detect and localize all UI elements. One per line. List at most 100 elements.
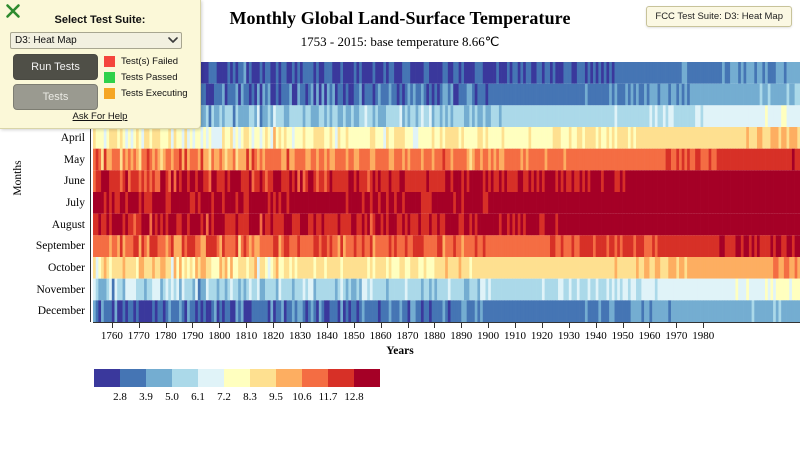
heatmap-cell[interactable] xyxy=(399,300,403,322)
heatmap-cell[interactable] xyxy=(740,300,744,322)
heatmap-cell[interactable] xyxy=(396,148,400,171)
heatmap-cell[interactable] xyxy=(676,148,680,171)
heatmap-cell[interactable] xyxy=(232,300,236,322)
heatmap-cell[interactable] xyxy=(248,192,252,214)
heatmap-cell[interactable] xyxy=(485,83,489,106)
heatmap-cell[interactable] xyxy=(525,105,529,127)
heatmap-cell[interactable] xyxy=(641,83,645,106)
heatmap-cell[interactable] xyxy=(248,83,252,106)
heatmap-cell[interactable] xyxy=(614,62,618,84)
heatmap-cell[interactable] xyxy=(646,170,650,192)
heatmap-cell[interactable] xyxy=(509,62,513,84)
heatmap-cell[interactable] xyxy=(369,105,373,127)
heatmap-cell[interactable] xyxy=(380,148,384,171)
heatmap-cell[interactable] xyxy=(219,83,223,106)
heatmap-cell[interactable] xyxy=(560,257,564,279)
heatmap-cell[interactable] xyxy=(337,62,341,84)
heatmap-cell[interactable] xyxy=(644,278,648,301)
heatmap-cell[interactable] xyxy=(426,300,430,322)
heatmap-cell[interactable] xyxy=(668,105,672,127)
heatmap-cell[interactable] xyxy=(415,105,419,127)
heatmap-cell[interactable] xyxy=(410,83,414,106)
heatmap-cell[interactable] xyxy=(289,213,293,236)
heatmap-cell[interactable] xyxy=(273,62,277,84)
heatmap-cell[interactable] xyxy=(703,192,707,214)
heatmap-cell[interactable] xyxy=(775,235,779,257)
heatmap-cell[interactable] xyxy=(536,300,540,322)
heatmap-cell[interactable] xyxy=(208,257,212,279)
heatmap-cell[interactable] xyxy=(547,300,551,322)
heatmap-cell[interactable] xyxy=(157,127,161,149)
heatmap-cell[interactable] xyxy=(579,278,583,301)
heatmap-cell[interactable] xyxy=(654,192,658,214)
heatmap-cell[interactable] xyxy=(520,127,524,149)
heatmap-cell[interactable] xyxy=(711,300,715,322)
heatmap-cell[interactable] xyxy=(289,192,293,214)
heatmap-cell[interactable] xyxy=(302,105,306,127)
heatmap-cell[interactable] xyxy=(184,170,188,192)
heatmap-cell[interactable] xyxy=(302,278,306,301)
heatmap-cell[interactable] xyxy=(316,192,320,214)
heatmap-cell[interactable] xyxy=(619,213,623,236)
heatmap-cell[interactable] xyxy=(579,127,583,149)
heatmap-cell[interactable] xyxy=(329,62,333,84)
heatmap-cell[interactable] xyxy=(278,62,282,84)
heatmap-cell[interactable] xyxy=(743,105,747,127)
heatmap-cell[interactable] xyxy=(649,83,653,106)
heatmap-cell[interactable] xyxy=(638,192,642,214)
heatmap-cell[interactable] xyxy=(571,148,575,171)
heatmap-cell[interactable] xyxy=(386,148,390,171)
heatmap-cell[interactable] xyxy=(665,105,669,127)
heatmap-cell[interactable] xyxy=(197,170,201,192)
heatmap-cell[interactable] xyxy=(356,300,360,322)
heatmap-cell[interactable] xyxy=(404,192,408,214)
heatmap-cell[interactable] xyxy=(501,105,505,127)
heatmap-cell[interactable] xyxy=(265,62,269,84)
heatmap-cell[interactable] xyxy=(477,213,481,236)
heatmap-cell[interactable] xyxy=(743,300,747,322)
heatmap-cell[interactable] xyxy=(146,192,150,214)
heatmap-cell[interactable] xyxy=(343,170,347,192)
heatmap-cell[interactable] xyxy=(291,213,295,236)
heatmap-cell[interactable] xyxy=(614,300,618,322)
heatmap-cell[interactable] xyxy=(125,148,129,171)
heatmap-cell[interactable] xyxy=(359,213,363,236)
heatmap-cell[interactable] xyxy=(469,235,473,257)
heatmap-cell[interactable] xyxy=(364,192,368,214)
heatmap-cell[interactable] xyxy=(195,257,199,279)
heatmap-cell[interactable] xyxy=(372,278,376,301)
heatmap-cell[interactable] xyxy=(203,148,207,171)
heatmap-cell[interactable] xyxy=(297,192,301,214)
heatmap-cell[interactable] xyxy=(657,148,661,171)
heatmap-cell[interactable] xyxy=(606,300,610,322)
heatmap-cell[interactable] xyxy=(506,213,511,236)
heatmap-cell[interactable] xyxy=(375,127,379,149)
heatmap-cell[interactable] xyxy=(375,278,379,301)
heatmap-cell[interactable] xyxy=(759,62,763,84)
heatmap-cell[interactable] xyxy=(515,278,519,301)
heatmap-cell[interactable] xyxy=(619,127,623,149)
heatmap-cell[interactable] xyxy=(399,148,403,171)
heatmap-cell[interactable] xyxy=(173,257,177,279)
heatmap-cell[interactable] xyxy=(544,62,548,84)
heatmap-cell[interactable] xyxy=(501,235,505,257)
heatmap-cell[interactable] xyxy=(515,213,519,236)
heatmap-cell[interactable] xyxy=(437,278,441,301)
heatmap-cell[interactable] xyxy=(281,213,285,236)
heatmap-cell[interactable] xyxy=(168,235,172,257)
heatmap-cell[interactable] xyxy=(149,170,153,192)
heatmap-cell[interactable] xyxy=(380,127,384,149)
heatmap-cell[interactable] xyxy=(633,257,637,279)
heatmap-cell[interactable] xyxy=(256,105,261,127)
heatmap-cell[interactable] xyxy=(133,278,137,301)
heatmap-cell[interactable] xyxy=(697,235,701,257)
heatmap-cell[interactable] xyxy=(536,62,540,84)
heatmap-cell[interactable] xyxy=(770,257,774,279)
heatmap-cell[interactable] xyxy=(345,192,349,214)
heatmap-cell[interactable] xyxy=(146,278,150,301)
heatmap-cell[interactable] xyxy=(447,148,451,171)
heatmap-cell[interactable] xyxy=(415,300,419,322)
heatmap-cell[interactable] xyxy=(308,105,312,127)
heatmap-cell[interactable] xyxy=(343,83,347,106)
heatmap-cell[interactable] xyxy=(732,170,736,192)
